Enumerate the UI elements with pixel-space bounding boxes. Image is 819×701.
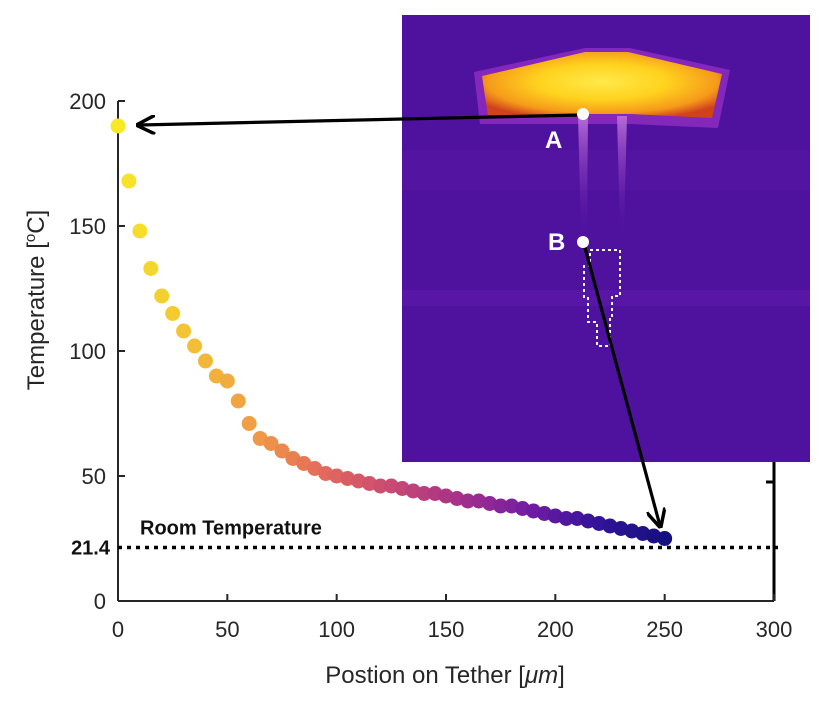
y-tick-label: 200 <box>69 89 106 114</box>
axes: 0 50 100 150 200 0 50 100 150 200 250 300 <box>69 89 792 642</box>
data-point <box>558 511 574 526</box>
device-outline <box>583 249 621 347</box>
y-tick-label: 150 <box>69 214 106 239</box>
arrow-a <box>140 113 581 125</box>
point-a-marker <box>577 108 589 120</box>
data-point <box>460 493 476 509</box>
data-point <box>187 338 203 354</box>
x-tick-label: 50 <box>215 617 239 642</box>
y-tick-label: 100 <box>69 339 106 364</box>
x-tick-label: 250 <box>646 617 683 642</box>
data-point <box>176 323 192 339</box>
y-tick-label: 0 <box>94 589 106 614</box>
room-temperature-value: 21.4 <box>71 538 111 560</box>
data-point <box>132 223 148 239</box>
data-point <box>197 353 213 369</box>
x-axis-title: Postion on Tether [μm] <box>325 662 565 689</box>
data-point <box>143 261 159 276</box>
data-point <box>219 373 235 389</box>
point-a-label: A <box>545 127 562 154</box>
room-temperature-label: Room Temperature <box>140 518 322 540</box>
data-point <box>493 498 509 514</box>
x-ticks: 0 50 100 150 200 250 300 <box>112 594 792 642</box>
point-b-label: B <box>548 229 565 256</box>
inset-faint-streak <box>402 150 810 190</box>
y-tick-label: 50 <box>82 464 106 489</box>
tether-left-glow <box>578 116 588 230</box>
point-b-marker <box>577 236 589 248</box>
data-point <box>274 443 290 459</box>
data-point <box>230 393 246 409</box>
data-point <box>110 118 126 134</box>
data-point <box>241 416 257 431</box>
data-point <box>657 531 673 546</box>
x-tick-label: 150 <box>428 617 465 642</box>
heater-hot-region <box>482 52 722 118</box>
x-tick-label: 100 <box>318 617 355 642</box>
x-tick-label: 0 <box>112 617 124 642</box>
y-ticks: 0 50 100 150 200 <box>69 89 125 614</box>
annotation-arrows <box>140 113 660 525</box>
x-tick-label: 200 <box>537 617 574 642</box>
x-tick-label: 300 <box>756 617 793 642</box>
data-points <box>110 118 673 546</box>
inset-points: A B <box>545 108 589 256</box>
data-point <box>165 306 181 321</box>
inset-faint-band <box>402 290 810 306</box>
y-axis-title: Temperature [oC] <box>22 210 50 390</box>
data-point <box>263 436 279 451</box>
thermal-inset <box>402 15 810 462</box>
data-point <box>154 288 170 304</box>
data-point <box>416 486 432 501</box>
room-temperature-reference: Room Temperature 21.4 <box>71 518 778 560</box>
data-point <box>121 173 137 189</box>
arrow-b <box>582 243 660 525</box>
data-point <box>372 478 388 494</box>
tether-right-glow <box>617 116 627 230</box>
